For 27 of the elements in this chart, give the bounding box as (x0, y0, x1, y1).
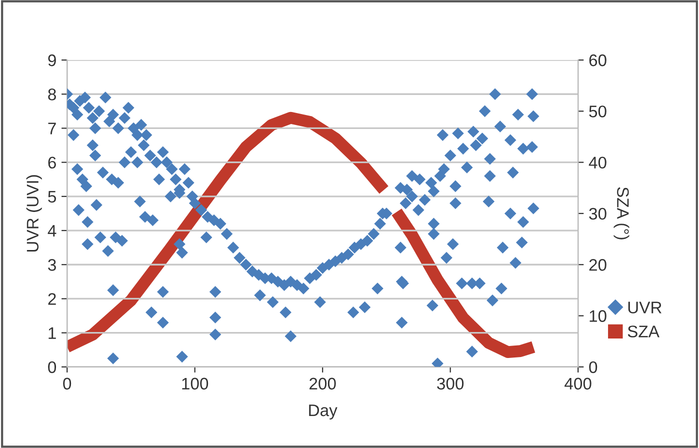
y2-tick-label: 20 (589, 259, 606, 271)
x-tick-label: 400 (564, 378, 592, 390)
y2-tick-label: 10 (590, 310, 606, 322)
y-tick-label: 4 (48, 225, 56, 237)
y-tick-label: 1 (48, 327, 56, 339)
x-tick-label: 300 (437, 378, 464, 390)
y-axis-title: UVR (UVI) (26, 175, 42, 252)
y2-tick-label: 60 (589, 54, 606, 66)
x-tick-label: 0 (63, 378, 72, 390)
legend-label: SZA (628, 326, 660, 338)
y2-tick-label: 50 (589, 106, 606, 118)
y-tick-label: 3 (48, 259, 56, 271)
y2-tick-label: 40 (588, 156, 606, 169)
y-tick-label: 6 (48, 156, 56, 169)
y-tick-label: 7 (48, 122, 56, 134)
x-tick-label: 100 (182, 378, 208, 390)
y-tick-label: 5 (48, 190, 56, 203)
y2-tick-label: 0 (589, 361, 598, 374)
x-axis-title: Day (309, 404, 338, 420)
legend-label: UVR (628, 302, 662, 314)
y-tick-label: 9 (48, 54, 56, 66)
y-tick-label: 0 (48, 361, 56, 374)
y2-tick-label: 30 (589, 208, 606, 220)
y-tick-label: 8 (48, 88, 56, 100)
y2-axis-title: SZA (°) (614, 187, 630, 240)
x-tick-label: 200 (310, 378, 336, 390)
y-tick-label: 2 (48, 293, 56, 305)
